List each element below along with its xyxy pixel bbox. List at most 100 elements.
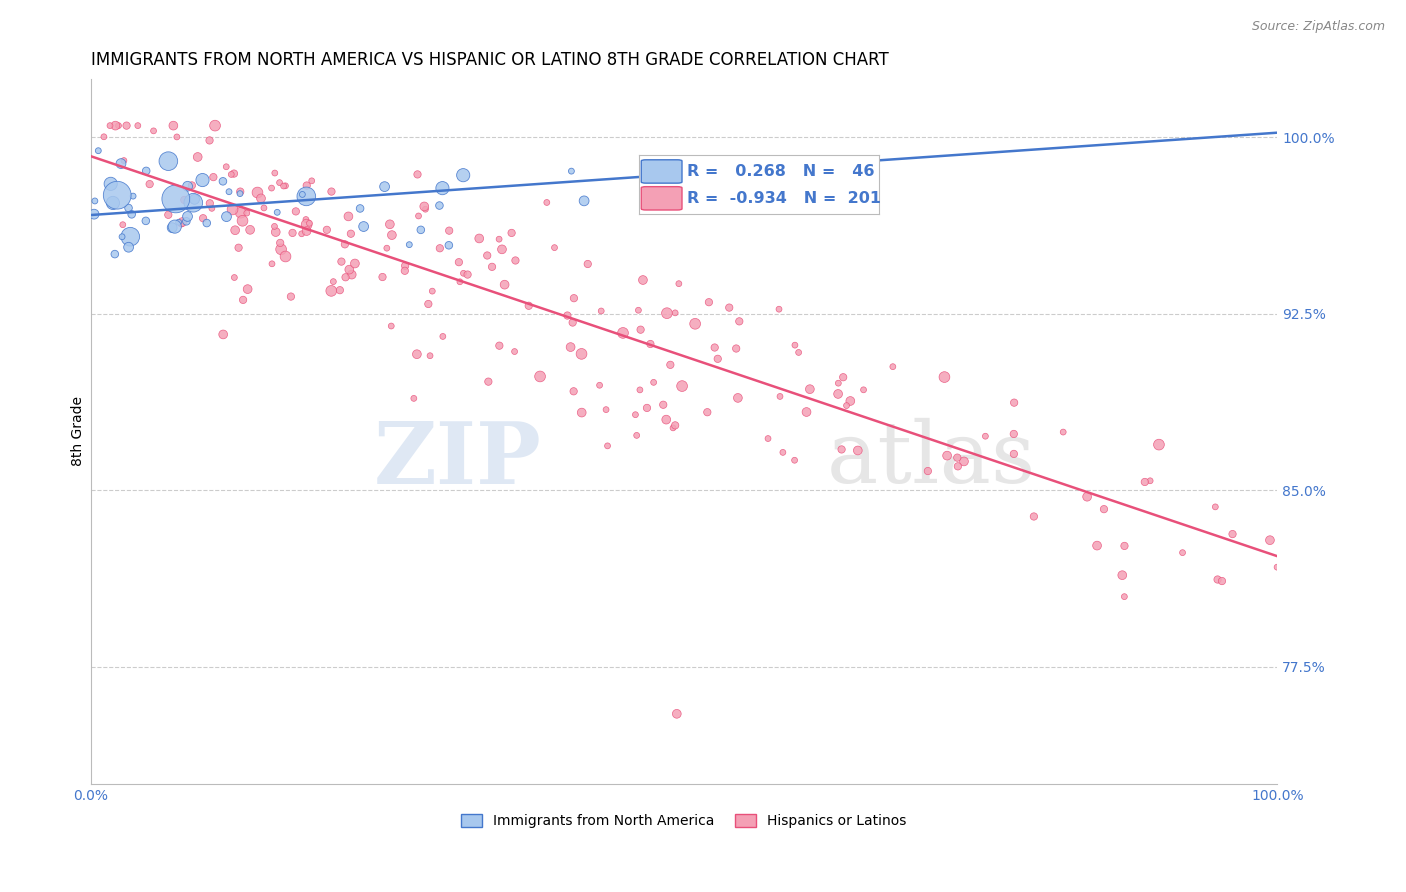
Point — [228, 241, 250, 255]
Point — [295, 189, 318, 203]
Point — [769, 389, 792, 403]
Point — [229, 186, 252, 201]
Point — [643, 376, 665, 390]
Point — [100, 177, 122, 191]
Point — [219, 168, 242, 182]
Point — [402, 392, 425, 406]
Point — [437, 224, 460, 238]
Point — [83, 194, 105, 208]
Point — [420, 284, 443, 298]
Point — [374, 179, 396, 194]
Point — [170, 216, 193, 230]
Point — [321, 284, 343, 298]
Point — [394, 264, 416, 278]
Point — [727, 391, 749, 405]
Point — [408, 209, 430, 223]
Point — [413, 199, 436, 213]
Point — [626, 428, 648, 442]
Point — [229, 205, 252, 219]
Point — [953, 454, 976, 468]
Point — [636, 401, 658, 415]
Point — [655, 412, 678, 426]
Point — [291, 227, 314, 241]
Point — [665, 706, 688, 721]
Point — [1111, 568, 1133, 582]
Point — [1092, 502, 1115, 516]
Point — [560, 164, 582, 178]
Point — [260, 257, 283, 271]
Point — [246, 186, 269, 200]
Point — [936, 449, 959, 463]
Point — [432, 329, 454, 343]
Legend: Immigrants from North America, Hispanics or Latinos: Immigrants from North America, Hispanics… — [456, 809, 912, 834]
Point — [447, 255, 470, 269]
Point — [449, 275, 471, 289]
Point — [756, 432, 779, 446]
Point — [215, 210, 238, 224]
Point — [503, 344, 526, 359]
Text: Source: ZipAtlas.com: Source: ZipAtlas.com — [1251, 20, 1385, 33]
Point — [187, 150, 209, 164]
Point — [659, 358, 682, 372]
Point — [612, 326, 634, 340]
Point — [631, 273, 654, 287]
Point — [488, 339, 510, 353]
Point — [917, 464, 939, 478]
Point — [263, 219, 285, 234]
Point — [337, 262, 360, 277]
Point — [668, 277, 690, 291]
Point — [557, 309, 579, 323]
Point — [595, 402, 617, 417]
Point — [375, 241, 398, 255]
Point — [322, 275, 344, 289]
Point — [571, 406, 593, 420]
Point — [204, 119, 226, 133]
Point — [315, 223, 337, 237]
Point — [191, 211, 214, 226]
Point — [477, 375, 499, 389]
Point — [236, 206, 259, 220]
Point — [181, 195, 204, 210]
Point — [697, 295, 720, 310]
Point — [270, 243, 292, 257]
Point — [437, 238, 460, 252]
Point — [117, 201, 139, 215]
Point — [624, 408, 647, 422]
Point — [191, 173, 214, 187]
Point — [652, 398, 675, 412]
Point — [429, 241, 451, 255]
Point — [280, 289, 302, 303]
Text: atlas: atlas — [827, 418, 1036, 501]
Point — [1258, 533, 1281, 548]
Point — [260, 181, 283, 195]
Point — [974, 429, 997, 443]
Point — [398, 237, 420, 252]
Point — [562, 291, 585, 305]
Point — [218, 185, 240, 199]
Point — [274, 178, 297, 193]
Point — [236, 282, 259, 296]
Point — [671, 379, 693, 393]
Point — [628, 383, 651, 397]
Point — [110, 156, 132, 170]
Point — [1114, 590, 1136, 604]
Point — [215, 160, 238, 174]
Point — [536, 195, 558, 210]
Point — [101, 195, 124, 210]
Point — [772, 445, 794, 459]
Point — [1002, 447, 1025, 461]
Point — [83, 207, 105, 221]
Point — [98, 119, 121, 133]
Point — [353, 219, 375, 234]
Point — [201, 202, 224, 216]
Point — [295, 178, 318, 193]
Y-axis label: 8th Grade: 8th Grade — [72, 396, 86, 467]
Text: ZIP: ZIP — [374, 417, 541, 501]
Point — [418, 297, 440, 311]
Point — [827, 387, 849, 401]
Point — [451, 168, 474, 182]
Point — [157, 154, 180, 169]
Point — [107, 119, 129, 133]
Point — [163, 219, 186, 234]
Point — [561, 316, 583, 330]
